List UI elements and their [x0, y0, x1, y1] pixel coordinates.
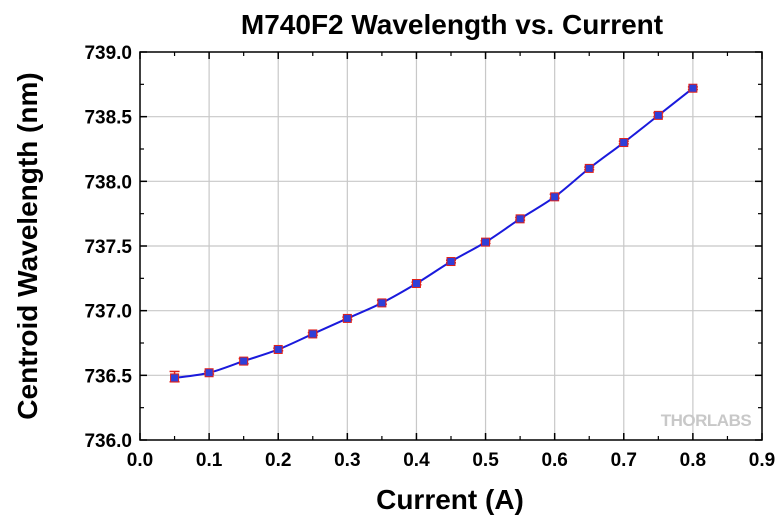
x-tick-label: 0.3: [334, 450, 360, 471]
y-tick-label: 738.0: [84, 172, 132, 193]
axis-tick-labels: 0.0 0.1 0.2 0.3 0.4 0.5 0.6 0.7 0.8 0.9 736.0 736.5…: [84, 43, 775, 471]
data-point: [204, 368, 214, 378]
data-point: [688, 83, 698, 93]
data-point: [550, 192, 560, 202]
y-tick-label: 736.0: [84, 431, 132, 452]
x-tick-label: 0.8: [680, 450, 706, 471]
x-tick-label: 0.2: [265, 450, 291, 471]
x-tick-label: 0.1: [196, 450, 223, 471]
x-tick-label: 0.7: [611, 450, 637, 471]
y-axis-label: Centroid Wavelength (nm): [12, 72, 43, 419]
y-tick-label: 737.0: [84, 302, 132, 323]
x-tick-label: 0.0: [127, 450, 153, 471]
data-series: [169, 83, 698, 383]
data-point: [584, 163, 594, 173]
data-point: [446, 257, 456, 267]
y-tick-label: 739.0: [84, 43, 132, 64]
y-tick-label: 738.5: [84, 108, 132, 129]
x-axis-label: Current (A): [376, 484, 524, 515]
data-point: [411, 279, 421, 289]
data-point: [377, 298, 387, 308]
x-tick-label: 0.9: [749, 450, 775, 471]
data-point: [481, 237, 491, 247]
x-tick-label: 0.5: [472, 450, 499, 471]
data-point: [515, 214, 525, 224]
y-tick-label: 736.5: [84, 366, 132, 387]
data-point: [239, 356, 249, 366]
data-point: [653, 110, 663, 120]
grid: [140, 52, 762, 440]
chart-title: M740F2 Wavelength vs. Current: [241, 9, 663, 40]
x-tick-label: 0.4: [403, 450, 430, 471]
data-point: [308, 329, 318, 339]
data-point: [273, 344, 283, 354]
data-point: [342, 313, 352, 323]
data-point: [619, 138, 629, 148]
data-point: [170, 373, 180, 383]
axis-ticks: [139, 51, 763, 441]
thorlabs-watermark: THORLABS: [661, 411, 752, 430]
series-line: [174, 87, 694, 379]
x-tick-label: 0.6: [541, 450, 567, 471]
y-tick-label: 737.5: [84, 237, 132, 258]
